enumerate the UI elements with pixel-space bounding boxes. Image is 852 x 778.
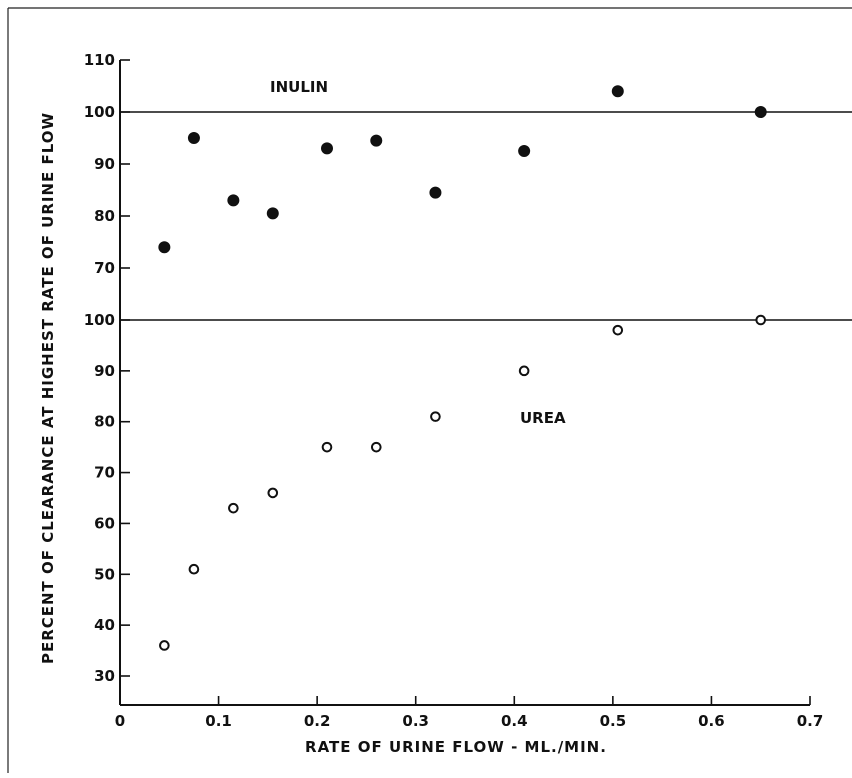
inulin-y-tick-label: 110 [84, 51, 115, 69]
x-tick-label: 0.3 [402, 712, 429, 730]
x-tick-label: 0.2 [304, 712, 331, 730]
inulin-y-ticks: 70 80 90 100 110 [84, 51, 130, 277]
inulin-series-label: INULIN [270, 78, 328, 96]
inulin-y-tick-label: 80 [94, 207, 115, 225]
urea-points [159, 314, 767, 651]
x-tick-label: 0.1 [205, 712, 232, 730]
inulin-point [266, 207, 279, 220]
inulin-point [611, 85, 624, 98]
urea-y-tick-label: 60 [94, 514, 115, 532]
urea-point [188, 563, 200, 575]
inulin-y-tick-label: 100 [84, 103, 115, 121]
inulin-point [158, 241, 171, 254]
urea-y-tick-label: 80 [94, 413, 115, 431]
urea-point [612, 324, 624, 336]
urea-point [321, 441, 333, 453]
x-tick-label: 0.4 [501, 712, 528, 730]
inulin-point [370, 134, 383, 147]
x-tick-label: 0 [115, 712, 125, 730]
urea-point [228, 502, 239, 514]
x-tick-label: 0.5 [600, 712, 627, 730]
urea-point [267, 487, 279, 499]
urea-y-ticks: 30 40 50 60 70 80 90 100 [84, 311, 130, 685]
inulin-point [321, 142, 333, 155]
x-tick-label: 0.6 [698, 712, 725, 730]
x-tick-label: 0.7 [797, 712, 824, 730]
x-axis-title: RATE OF URINE FLOW - ML./MIN. [305, 738, 607, 756]
urea-series-label: UREA [520, 409, 566, 427]
inulin-y-tick-label: 70 [94, 259, 115, 277]
urea-point [755, 314, 767, 326]
urea-y-tick-label: 50 [94, 565, 115, 583]
urea-point [518, 365, 530, 377]
inulin-point [227, 194, 240, 207]
urea-y-tick-label: 90 [94, 362, 115, 380]
inulin-point [754, 106, 767, 118]
x-ticks: 0 0.1 0.2 0.3 0.4 0.5 0.6 0.7 [115, 696, 824, 730]
y-axis-title: PERCENT OF CLEARANCE AT HIGHEST RATE OF … [39, 112, 57, 664]
urea-y-tick-label: 100 [84, 311, 115, 329]
inulin-point [518, 145, 531, 157]
urea-point [370, 441, 382, 453]
urea-point [159, 640, 170, 651]
urea-y-tick-label: 30 [94, 667, 115, 685]
inulin-y-tick-label: 90 [94, 155, 115, 173]
inulin-points [158, 85, 767, 254]
urea-point [430, 411, 441, 422]
urea-y-tick-label: 70 [94, 464, 115, 482]
urea-y-tick-label: 40 [94, 616, 115, 634]
inulin-point [187, 132, 200, 144]
inulin-point [429, 186, 442, 199]
